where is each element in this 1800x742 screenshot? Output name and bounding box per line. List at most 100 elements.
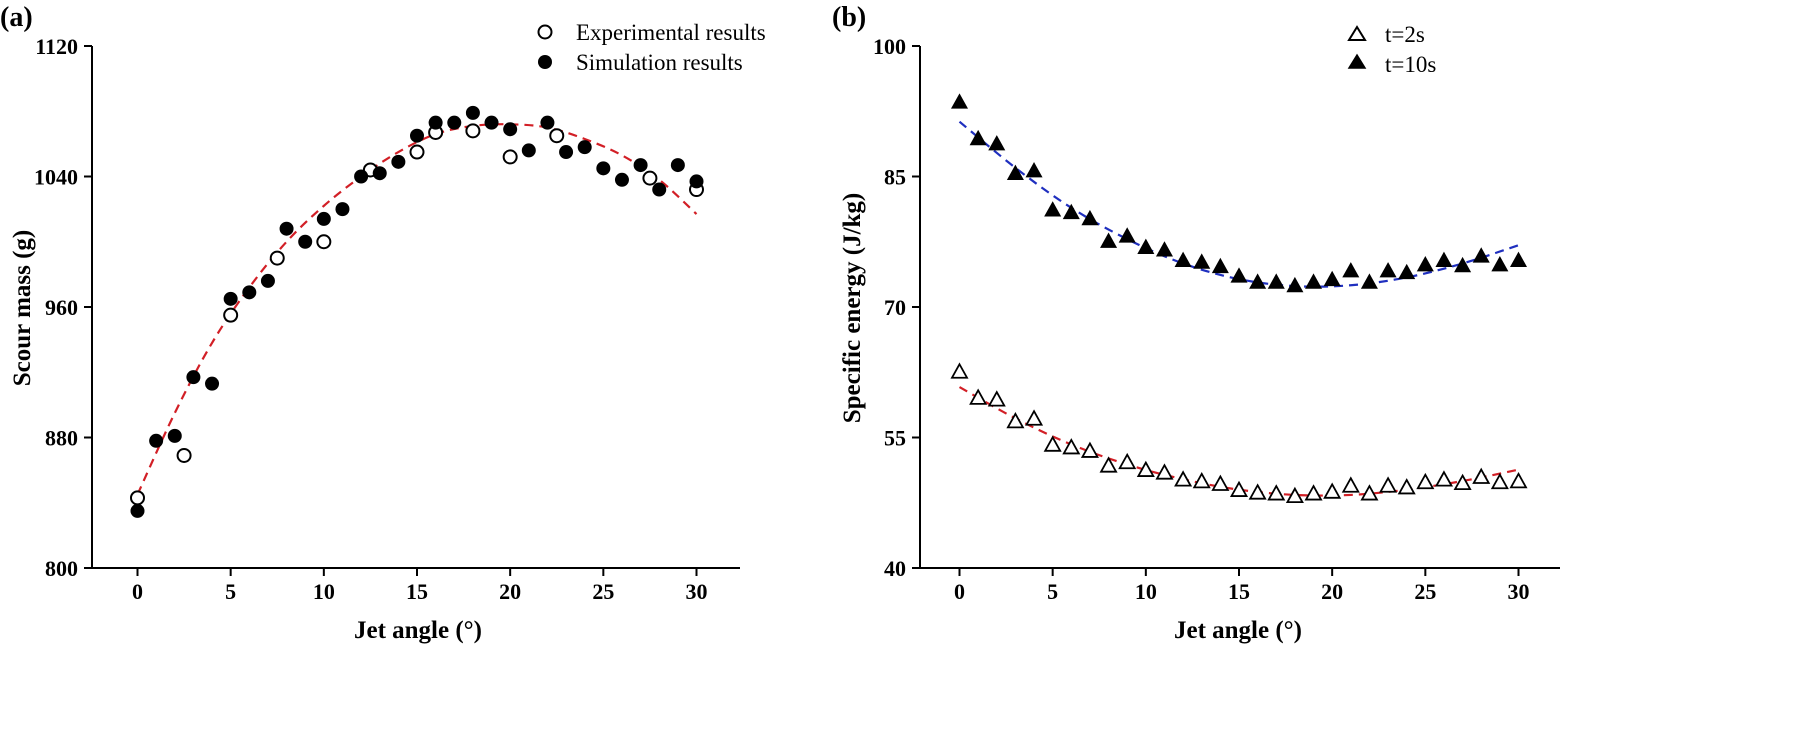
data-point-experimental — [130, 490, 145, 506]
data-point-t10s — [1081, 209, 1099, 226]
data-point-simulation — [689, 174, 704, 189]
panel-a-x-axis-title: Jet angle (°) — [354, 617, 482, 644]
y-tick-label: 1120 — [35, 34, 78, 59]
y-tick-label: 40 — [884, 556, 906, 581]
legend-marker-simulation — [538, 55, 552, 69]
legend-marker-t10s — [1347, 53, 1367, 69]
data-point-t10s — [1137, 238, 1155, 254]
data-point-t2s — [969, 388, 988, 405]
data-point-t10s — [969, 129, 987, 146]
y-tick-label: 880 — [45, 426, 78, 451]
data-point-simulation — [205, 376, 220, 391]
data-point-t10s — [1118, 227, 1136, 243]
panel-a-axes — [91, 46, 740, 569]
data-point-simulation — [279, 221, 294, 236]
data-point-simulation — [335, 202, 350, 217]
data-point-simulation — [260, 273, 275, 288]
data-point-experimental — [223, 307, 239, 323]
data-point-simulation — [167, 428, 182, 443]
data-point-simulation — [316, 211, 331, 226]
y-tick-label: 1040 — [34, 165, 78, 190]
data-point-simulation — [186, 370, 201, 385]
x-tick-label: 5 — [1047, 579, 1058, 604]
data-point-t10s — [1211, 257, 1229, 274]
panel-a-y-axis-title: Scour mass (g) — [9, 230, 36, 386]
x-tick-label: 25 — [1414, 579, 1436, 604]
data-point-t10s — [1342, 262, 1360, 278]
x-tick-label: 30 — [1508, 579, 1530, 604]
data-point-t2s — [1397, 478, 1416, 495]
data-point-t10s — [1360, 273, 1378, 289]
y-tick-label: 960 — [45, 295, 78, 320]
data-point-t10s — [1100, 232, 1118, 248]
data-point-simulation — [354, 169, 369, 184]
panel-b-data-marks — [950, 93, 1528, 504]
x-tick-label: 15 — [406, 579, 428, 604]
legend-marker-experimental — [537, 24, 553, 40]
x-tick-label: 0 — [954, 579, 965, 604]
data-point-t2s — [1155, 463, 1174, 480]
x-tick-label: 10 — [1135, 579, 1157, 604]
legend-label-t2s: t=2s — [1385, 22, 1425, 47]
x-tick-label: 20 — [499, 579, 521, 604]
data-point-t10s — [1323, 270, 1341, 287]
x-tick-label: 15 — [1228, 579, 1250, 604]
x-tick-label: 30 — [686, 579, 708, 604]
data-point-experimental — [465, 123, 481, 139]
y-tick-label: 55 — [884, 426, 906, 451]
data-point-simulation — [521, 143, 536, 158]
panel-b-legend: t=2s t=10s — [1347, 22, 1436, 77]
data-point-simulation — [447, 115, 462, 130]
data-point-simulation — [577, 140, 592, 155]
panel-a-ticks: 0 5 10 15 20 25 30 800 880 960 1040 1120 — [34, 34, 708, 604]
data-point-t10s — [1044, 201, 1062, 217]
data-point-experimental — [642, 170, 658, 186]
data-point-t10s — [1174, 251, 1192, 267]
panel-a-data-marks — [130, 105, 704, 518]
x-tick-label: 0 — [132, 579, 143, 604]
data-point-t10s — [1230, 267, 1248, 283]
data-point-t2s — [1285, 486, 1304, 504]
data-point-t2s — [950, 362, 969, 379]
data-point-t10s — [1006, 164, 1024, 180]
legend-label-t10s: t=10s — [1385, 52, 1436, 77]
data-point-t2s — [1062, 438, 1081, 455]
data-point-t10s — [1454, 256, 1472, 273]
data-point-t10s — [1025, 162, 1043, 178]
data-point-t2s — [1304, 484, 1323, 501]
data-point-t10s — [1305, 273, 1323, 289]
x-tick-label: 10 — [313, 579, 335, 604]
data-point-simulation — [372, 166, 387, 181]
data-point-t2s — [1509, 472, 1528, 489]
y-tick-label: 70 — [884, 295, 906, 320]
data-point-simulation — [410, 128, 424, 143]
data-point-experimental — [316, 234, 332, 250]
data-point-simulation — [559, 145, 574, 160]
data-point-t2s — [1434, 470, 1453, 487]
panel-a-label: (a) — [0, 2, 33, 33]
data-point-simulation — [242, 285, 257, 300]
data-point-simulation — [633, 158, 648, 173]
data-point-t2s — [1080, 441, 1099, 458]
data-point-t2s — [1136, 460, 1155, 477]
data-point-simulation — [298, 234, 313, 249]
data-point-simulation — [670, 158, 685, 173]
data-point-t10s — [1379, 262, 1397, 278]
data-point-experimental — [549, 128, 565, 144]
data-point-t2s — [1360, 484, 1379, 501]
data-point-t2s — [1341, 476, 1360, 493]
data-point-t10s — [1416, 256, 1434, 272]
data-point-t10s — [1398, 263, 1416, 280]
data-point-t10s — [950, 93, 969, 109]
legend-label-experimental: Experimental results — [576, 20, 766, 45]
data-point-t2s — [1118, 452, 1137, 470]
data-point-t10s — [988, 135, 1006, 151]
data-point-simulation — [540, 115, 555, 130]
panel-a-legend: Experimental results Simulation results — [537, 20, 766, 75]
data-point-simulation — [465, 105, 480, 120]
data-point-t10s — [1249, 273, 1267, 289]
data-point-simulation — [652, 182, 667, 197]
data-point-simulation — [428, 115, 443, 130]
data-point-t10s — [1267, 273, 1285, 289]
